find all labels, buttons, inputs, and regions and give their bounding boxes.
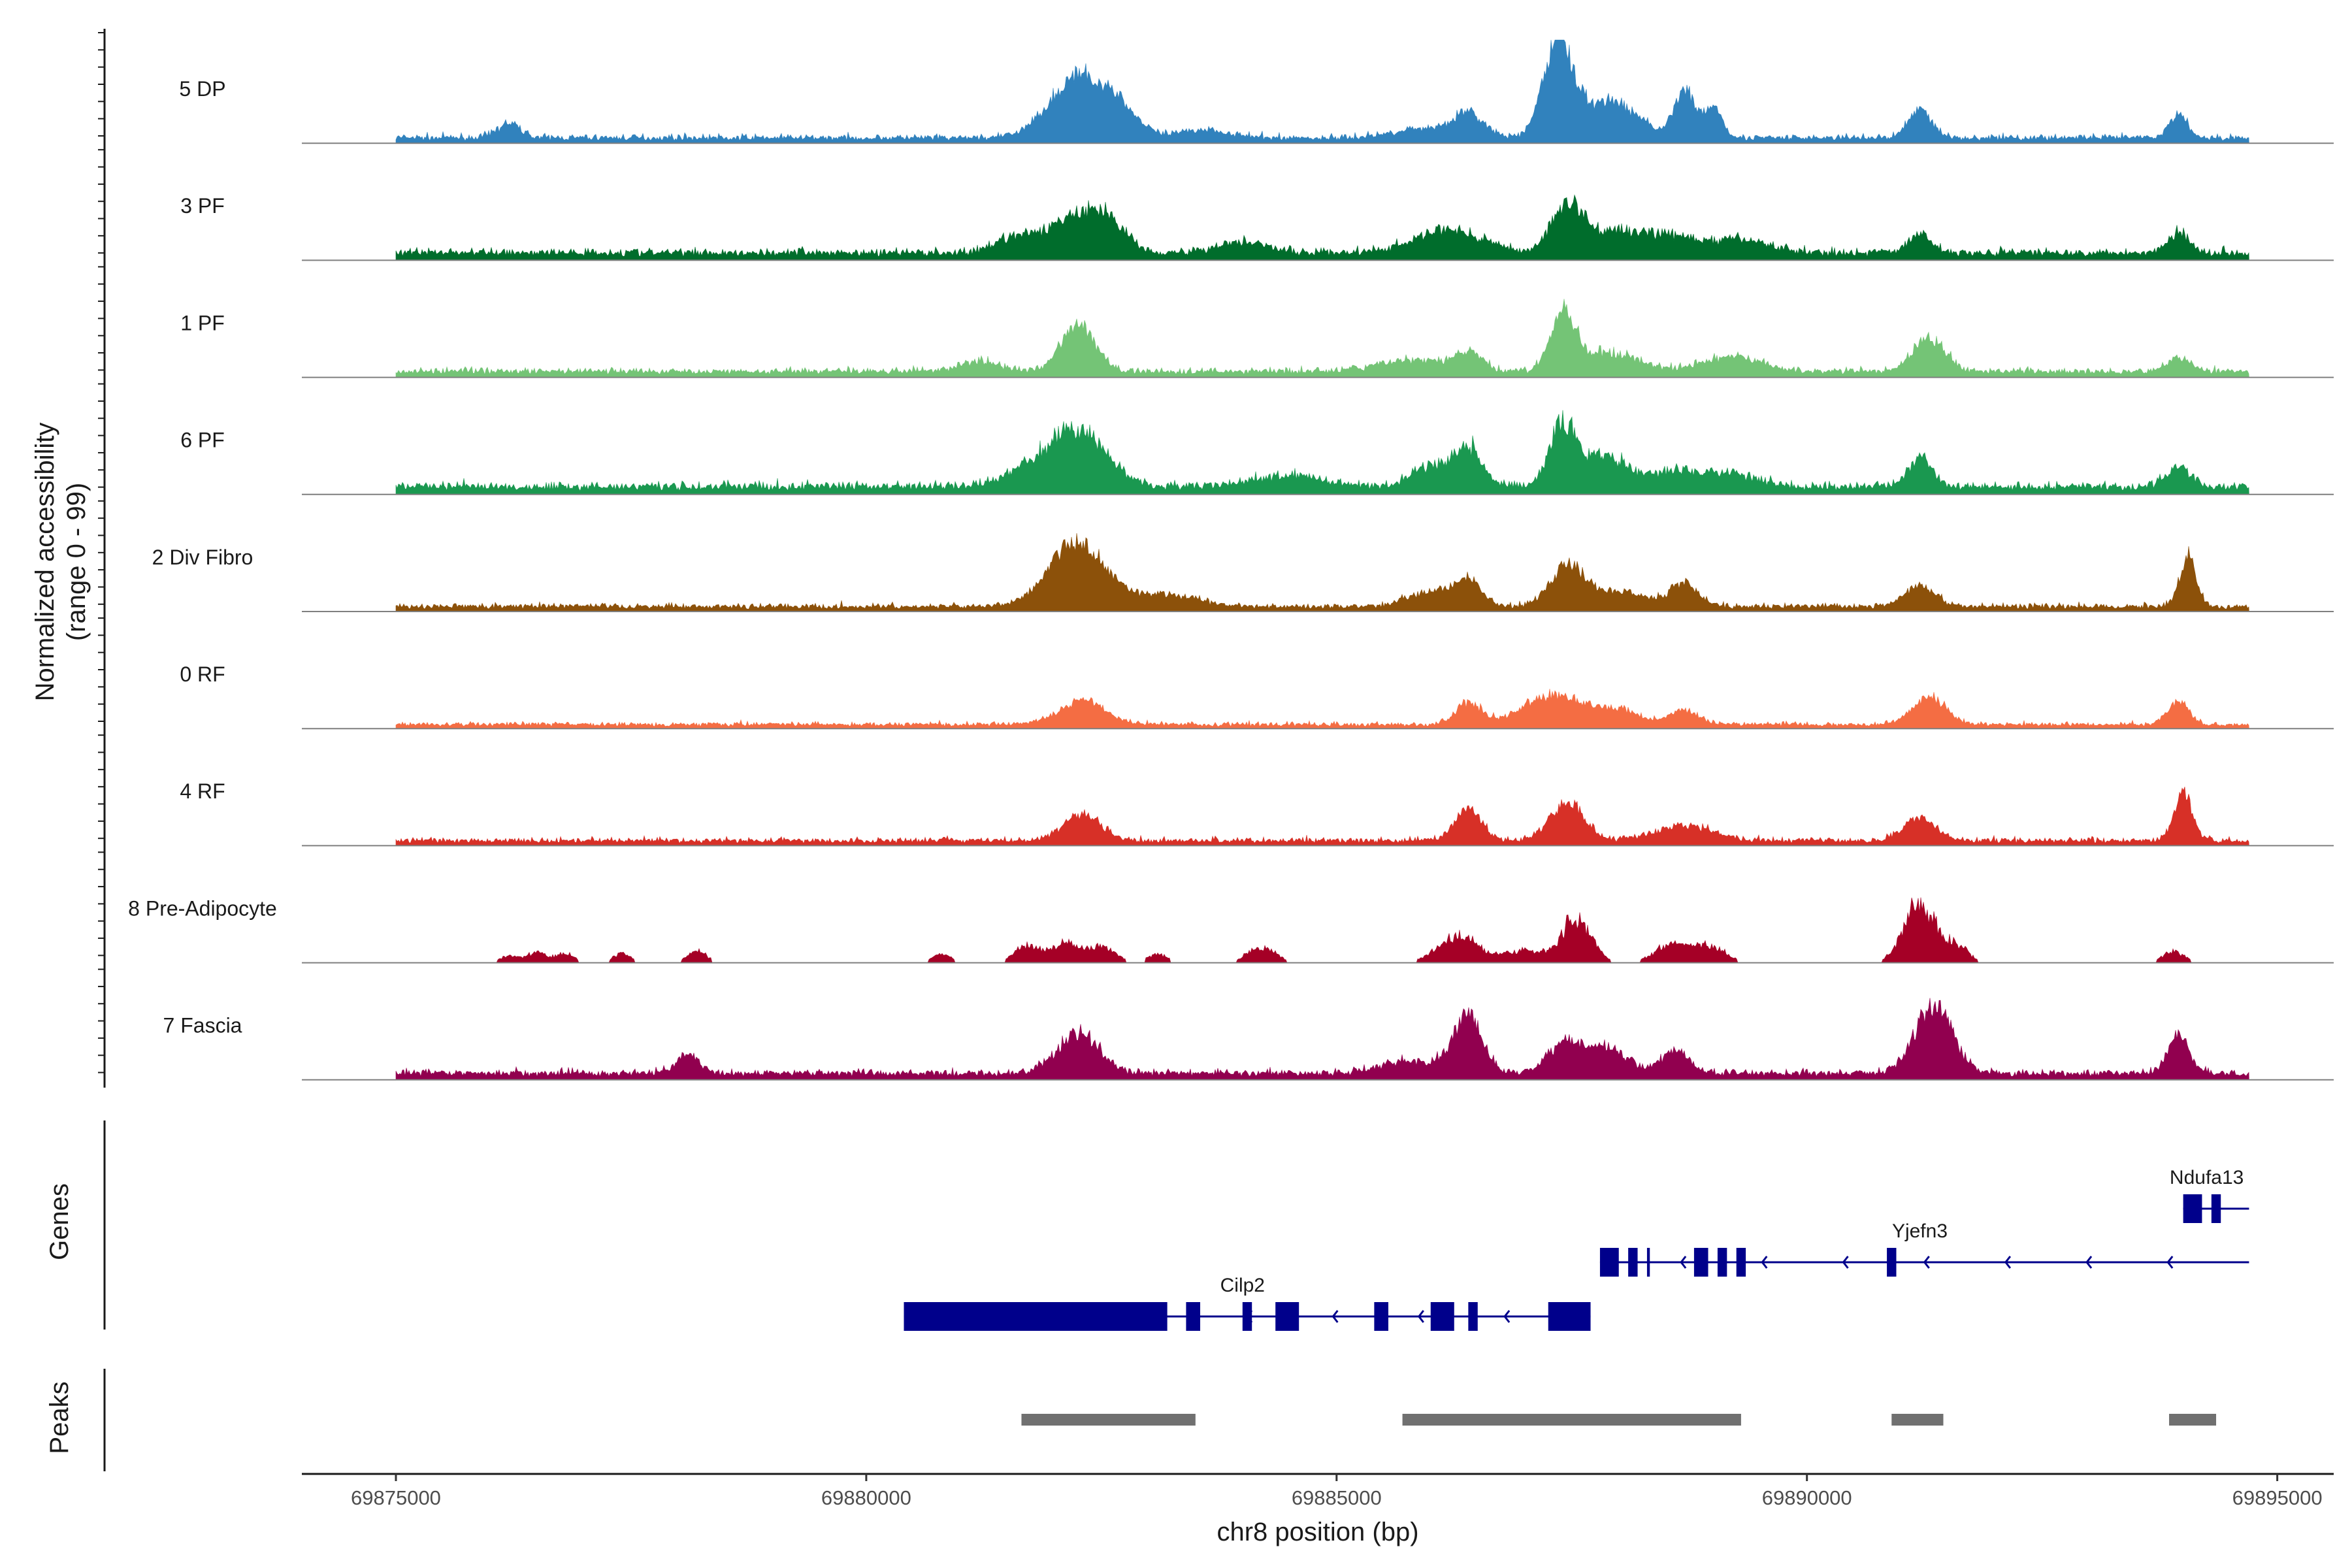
genes-axis-title: Genes bbox=[45, 1183, 74, 1260]
x-tick-label: 69875000 bbox=[351, 1486, 441, 1509]
exon bbox=[1646, 1248, 1650, 1277]
track-6-pf: 6 PF bbox=[180, 410, 2334, 495]
coverage-area-7-fascia bbox=[395, 998, 2249, 1081]
track-label: 2 Div Fibro bbox=[152, 546, 253, 569]
track-label: 1 PF bbox=[180, 311, 225, 335]
peak-region bbox=[2169, 1414, 2217, 1426]
exon bbox=[1717, 1248, 1727, 1277]
track-2-div-fibro: 2 Div Fibro bbox=[152, 533, 2334, 612]
strand-arrow bbox=[2004, 1256, 2012, 1269]
track-7-fascia: 7 Fascia bbox=[163, 998, 2334, 1081]
gene-label: Yjefn3 bbox=[1892, 1220, 1948, 1242]
peak-region bbox=[1402, 1414, 1741, 1426]
strand-arrow bbox=[1331, 1310, 1339, 1323]
track-0-rf: 0 RF bbox=[180, 662, 2334, 730]
track-label: 6 PF bbox=[180, 429, 225, 452]
x-axis: 69875000 69880000 69885000 69890000 69895000 bbox=[302, 1473, 2334, 1509]
x-axis-title: chr8 position (bp) bbox=[1217, 1518, 1418, 1546]
peak-region bbox=[1891, 1414, 1944, 1426]
coverage-area-6-pf bbox=[395, 410, 2249, 495]
x-tick-label: 69880000 bbox=[821, 1486, 911, 1509]
y-axis-title: Normalized accessibility bbox=[31, 423, 59, 702]
x-tick-label: 69895000 bbox=[2232, 1486, 2323, 1509]
strand-arrow bbox=[1761, 1256, 1768, 1269]
x-tick-label: 69885000 bbox=[1292, 1486, 1382, 1509]
track-label: 4 RF bbox=[180, 779, 225, 803]
exon bbox=[1468, 1302, 1478, 1331]
coverage-area-1-pf bbox=[395, 299, 2249, 378]
strand-arrow bbox=[1923, 1256, 1930, 1269]
exon bbox=[1736, 1248, 1746, 1277]
strand-arrow bbox=[1503, 1310, 1511, 1323]
coverage-area-5-dp bbox=[395, 39, 2249, 144]
peaks-panel bbox=[103, 1369, 2217, 1471]
exon bbox=[1242, 1302, 1252, 1331]
exon bbox=[1186, 1302, 1201, 1331]
exon bbox=[1628, 1248, 1638, 1277]
track-8-pre-adipocyte: 8 Pre-Adipocyte bbox=[128, 896, 2334, 964]
peak-region bbox=[1021, 1414, 1196, 1426]
gene-label: Cilp2 bbox=[1220, 1275, 1265, 1296]
exon bbox=[1430, 1302, 1454, 1331]
track-label: 7 Fascia bbox=[163, 1014, 242, 1037]
gene-ndufa13: Ndufa13 bbox=[2170, 1167, 2249, 1223]
strand-arrow bbox=[2085, 1256, 2093, 1269]
exon bbox=[1275, 1302, 1299, 1331]
x-tick-label: 69890000 bbox=[1762, 1486, 1852, 1509]
coverage-area-3-pf bbox=[395, 194, 2249, 261]
exon bbox=[1693, 1248, 1708, 1277]
genes-panel: Cilp2 Yjefn3 Ndufa13 bbox=[103, 1120, 2249, 1331]
track-label: 5 DP bbox=[179, 77, 225, 101]
gene-cilp2: Cilp2 bbox=[904, 1275, 1591, 1331]
strand-arrow bbox=[2166, 1256, 2174, 1269]
coverage-tracks: 5 DP 3 PF 1 PF 6 PF 2 Div Fibro 0 RF 4 RF 8 Pre… bbox=[128, 39, 2334, 1081]
track-5-dp: 5 DP bbox=[179, 39, 2334, 144]
track-label: 3 PF bbox=[180, 194, 225, 218]
exon bbox=[2183, 1194, 2202, 1223]
coverage-area-4-rf bbox=[395, 787, 2249, 846]
exon bbox=[904, 1302, 1168, 1331]
gene-yjefn3: Yjefn3 bbox=[1599, 1220, 2249, 1277]
track-3-pf: 3 PF bbox=[180, 194, 2334, 261]
coverage-area-2-div-fibro bbox=[395, 533, 2249, 612]
coverage-area-8-pre-adipocyte bbox=[396, 897, 2249, 963]
coverage-area-0-rf bbox=[395, 689, 2249, 729]
peaks-axis-title: Peaks bbox=[45, 1381, 74, 1454]
exon bbox=[2211, 1194, 2221, 1223]
exon bbox=[1548, 1302, 1591, 1331]
strand-arrow bbox=[1680, 1256, 1687, 1269]
exon bbox=[1374, 1302, 1388, 1331]
track-label: 8 Pre-Adipocyte bbox=[128, 896, 277, 920]
coverage-y-axis bbox=[98, 29, 106, 1088]
exon bbox=[1887, 1248, 1897, 1277]
exon bbox=[1599, 1248, 1619, 1277]
gene-label: Ndufa13 bbox=[2170, 1167, 2244, 1188]
strand-arrow bbox=[1842, 1256, 1849, 1269]
track-label: 0 RF bbox=[180, 662, 225, 686]
strand-arrow bbox=[1417, 1310, 1424, 1323]
track-4-rf: 4 RF bbox=[180, 779, 2334, 847]
track-1-pf: 1 PF bbox=[180, 299, 2334, 378]
y-axis-title-range: (range 0 - 99) bbox=[62, 483, 91, 641]
